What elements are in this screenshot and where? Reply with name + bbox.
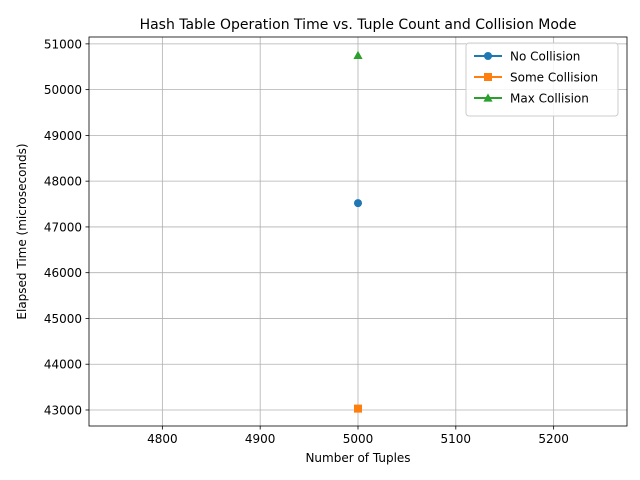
legend-label: No Collision <box>510 50 580 64</box>
y-axis-label: Elapsed Time (microseconds) <box>15 143 29 319</box>
y-tick-label: 44000 <box>44 358 82 372</box>
y-tick-label: 49000 <box>44 129 82 143</box>
y-tick-label: 50000 <box>44 83 82 97</box>
y-tick-label: 43000 <box>44 403 82 417</box>
legend-label: Max Collision <box>510 92 589 106</box>
data-point <box>354 199 362 208</box>
x-tick-label: 5200 <box>538 432 569 446</box>
x-tick-label: 4900 <box>245 432 276 446</box>
legend-entry: Max Collision <box>474 92 589 106</box>
y-tick-label: 46000 <box>44 266 82 280</box>
series-layer <box>353 50 363 413</box>
series-max-collision <box>353 50 363 59</box>
legend-label: Some Collision <box>510 71 598 85</box>
grid <box>89 37 627 426</box>
series-some-collision <box>354 404 362 413</box>
data-point <box>353 50 363 59</box>
legend-box <box>465 42 619 117</box>
y-tick-label: 48000 <box>44 175 82 189</box>
legend-marker <box>484 73 492 81</box>
x-tick-label: 4800 <box>147 432 178 446</box>
x-tick-label: 5000 <box>343 432 374 446</box>
chart-title: Hash Table Operation Time vs. Tuple Coun… <box>140 17 577 33</box>
legend-marker <box>484 52 492 60</box>
data-point <box>354 404 362 413</box>
legend-entry: Some Collision <box>474 71 598 85</box>
x-tick-label: 5100 <box>441 432 472 446</box>
x-axis-label: Number of Tuples <box>305 451 410 465</box>
legend: No Collision Some Collision Max Collision <box>465 42 619 117</box>
y-tick-label: 51000 <box>44 37 82 51</box>
y-tick-label: 47000 <box>44 220 82 234</box>
legend-marker <box>483 93 493 102</box>
series-no-collision <box>354 199 362 208</box>
y-tick-label: 45000 <box>44 312 82 326</box>
axis-ticks: 4800 4900 5000 5100 5200 43000 44000 45000 46000… <box>44 37 569 446</box>
legend-entry: No Collision <box>474 50 580 64</box>
